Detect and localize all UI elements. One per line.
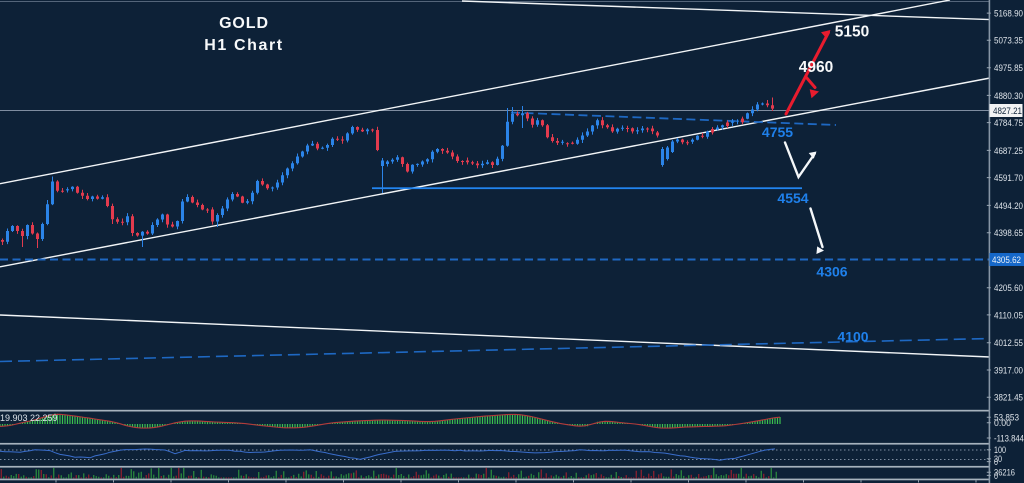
svg-text:100: 100 <box>994 445 1006 456</box>
svg-text:5168.90: 5168.90 <box>994 9 1023 20</box>
svg-text:30: 30 <box>994 454 1002 465</box>
svg-text:0: 0 <box>994 457 998 468</box>
svg-text:4305.62: 4305.62 <box>992 255 1021 266</box>
svg-text:5073.35: 5073.35 <box>994 36 1023 47</box>
svg-text:0: 0 <box>994 471 998 482</box>
svg-text:4960: 4960 <box>799 59 833 76</box>
svg-text:4205.60: 4205.60 <box>994 283 1023 294</box>
svg-text:19.903 22.259: 19.903 22.259 <box>0 413 58 423</box>
svg-text:4306: 4306 <box>816 264 847 280</box>
svg-text:4554: 4554 <box>777 190 808 206</box>
svg-text:4012.55: 4012.55 <box>994 338 1023 349</box>
svg-text:53.853: 53.853 <box>994 413 1019 424</box>
svg-text:4494.20: 4494.20 <box>994 201 1023 212</box>
svg-text:36216: 36216 <box>994 468 1015 479</box>
svg-text:4398.65: 4398.65 <box>994 228 1023 239</box>
svg-text:4827.21: 4827.21 <box>993 106 1022 117</box>
svg-text:4755: 4755 <box>762 124 793 140</box>
svg-text:4784.75: 4784.75 <box>994 118 1023 129</box>
svg-text:-113.844: -113.844 <box>994 433 1024 444</box>
svg-text:4975.85: 4975.85 <box>994 63 1023 74</box>
svg-text:4687.25: 4687.25 <box>994 146 1023 157</box>
svg-text:3821.45: 3821.45 <box>994 393 1023 404</box>
svg-text:5150: 5150 <box>835 24 869 41</box>
svg-text:4100: 4100 <box>837 329 868 345</box>
svg-text:H1 Chart: H1 Chart <box>204 37 283 54</box>
svg-text:4880.30: 4880.30 <box>994 91 1023 102</box>
svg-text:4110.05: 4110.05 <box>994 310 1023 321</box>
svg-text:0.00: 0.00 <box>994 418 1011 429</box>
svg-text:4591.70: 4591.70 <box>994 173 1023 184</box>
svg-text:GOLD: GOLD <box>219 15 269 32</box>
svg-text:3917.00: 3917.00 <box>994 365 1023 376</box>
